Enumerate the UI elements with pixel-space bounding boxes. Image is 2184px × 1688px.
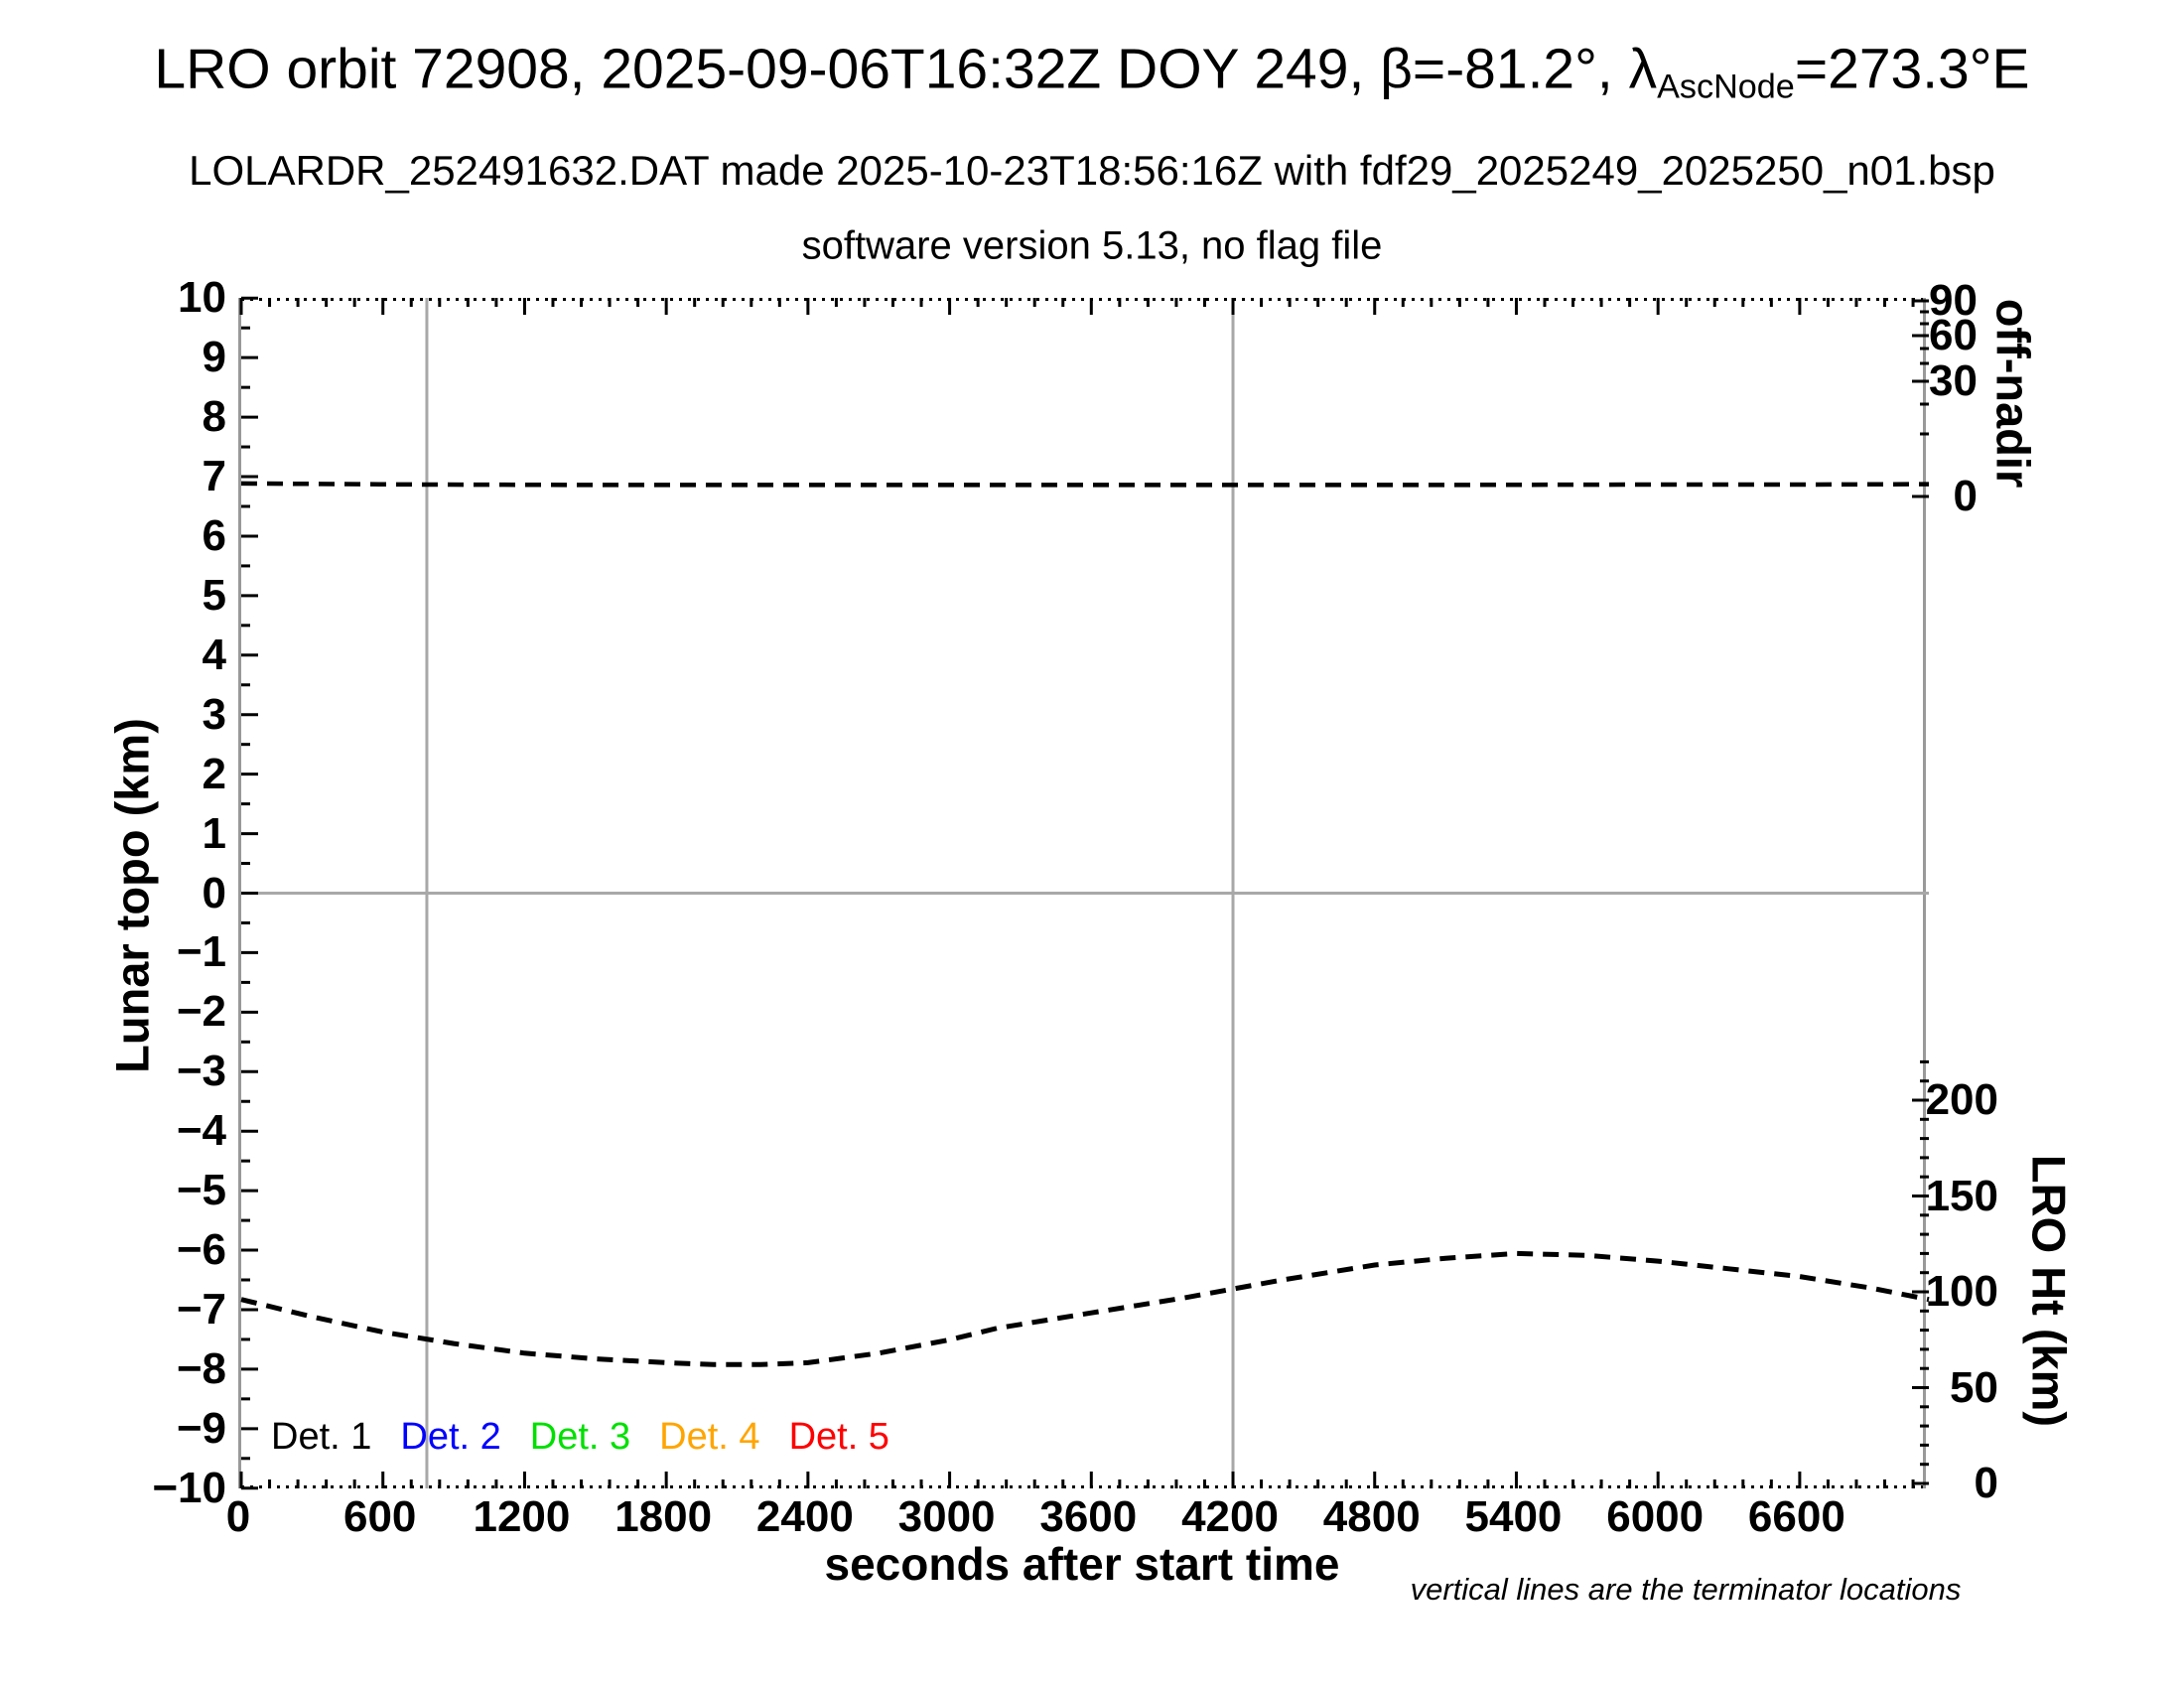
y-left-tick-label: −10 (152, 1463, 226, 1512)
x-tick-label: 0 (225, 1492, 251, 1541)
y-axis-title-off-nadir: off-nadir (1986, 298, 2040, 489)
plot-title-suffix: =273.3°E (1794, 37, 2030, 101)
legend-item: Det. 2 (400, 1416, 501, 1458)
offnadir-tick-label: 30 (1929, 356, 1978, 405)
legend-item: Det. 3 (529, 1416, 631, 1458)
y-left-tick-label: −8 (176, 1343, 226, 1393)
legend-item: Det. 4 (659, 1416, 760, 1458)
y-left-tick-label: 6 (202, 510, 226, 560)
plot-area (238, 296, 1930, 1490)
plot-subtitle: LOLARDR_252491632.DAT made 2025-10-23T18… (189, 147, 1995, 194)
y-left-tick-label: 7 (202, 452, 226, 501)
x-tick-label: 5400 (1464, 1492, 1563, 1541)
ht-tick-label: 200 (1925, 1075, 1998, 1124)
chart-svg (239, 296, 1930, 1490)
y-left-tick-label: 0 (202, 868, 226, 917)
y-left-tick-label: 8 (202, 392, 226, 442)
x-tick-label: 1200 (473, 1492, 571, 1541)
y-left-tick-label: 2 (202, 749, 226, 798)
y-left-tick-label: 10 (178, 273, 226, 323)
y-left-tick-label: −3 (176, 1047, 226, 1096)
plot-subtitle-version: software version 5.13, no flag file (801, 223, 1383, 268)
legend-item: Det. 5 (788, 1416, 889, 1458)
ht-tick-label: 150 (1925, 1171, 1998, 1220)
y-left-tick-label: −5 (176, 1166, 226, 1215)
x-tick-label: 3600 (1039, 1492, 1138, 1541)
ht-tick-label: 100 (1925, 1267, 1998, 1316)
ht-tick-label: 0 (1974, 1459, 1998, 1507)
terminator-footnote: vertical lines are the terminator locati… (1410, 1572, 1962, 1607)
plot-title-subscript: AscNode (1657, 68, 1795, 106)
off-nadir-curve (240, 481, 1930, 488)
y-left-tick-label: 4 (202, 630, 226, 679)
plot-title-prefix: LRO orbit 72908, 2025-09-06T16:32Z DOY 2… (154, 37, 1658, 101)
y-left-tick-label: −1 (176, 927, 226, 977)
legend-item: Det. 1 (271, 1416, 372, 1458)
y-left-tick-label: 5 (202, 570, 226, 620)
y-left-tick-label: −6 (176, 1225, 226, 1275)
y-left-tick-label: −2 (176, 987, 226, 1037)
plot-title: LRO orbit 72908, 2025-09-06T16:32Z DOY 2… (154, 37, 2029, 107)
offnadir-tick-label: 90 (1929, 276, 1978, 325)
x-tick-label: 600 (342, 1492, 417, 1541)
x-tick-label: 1800 (614, 1492, 713, 1541)
x-tick-label: 2400 (755, 1492, 854, 1541)
y-axis-title-lro-ht: LRO Ht (km) (2022, 1154, 2076, 1428)
y-axis-title-lunar-topo: Lunar topo (km) (105, 718, 159, 1073)
x-tick-label: 6600 (1747, 1492, 1845, 1541)
y-left-tick-label: 9 (202, 333, 226, 382)
x-axis-title: seconds after start time (824, 1538, 1340, 1590)
x-tick-label: 3000 (897, 1492, 996, 1541)
ht-tick-label: 50 (1950, 1362, 1998, 1412)
offnadir-tick-label: 60 (1929, 311, 1978, 359)
x-tick-label: 4200 (1181, 1492, 1279, 1541)
y-left-tick-label: 1 (202, 808, 226, 858)
y-left-tick-label: 3 (202, 689, 226, 739)
lro-height-curve (240, 1250, 1930, 1367)
x-tick-label: 4800 (1322, 1492, 1421, 1541)
offnadir-tick-label: 0 (1953, 472, 1978, 520)
y-left-tick-label: −7 (176, 1284, 226, 1334)
x-tick-label: 6000 (1606, 1492, 1705, 1541)
y-left-tick-label: −4 (176, 1106, 226, 1156)
y-left-tick-label: −9 (176, 1403, 226, 1453)
detector-legend: Det. 1 Det. 2 Det. 3 Det. 4 Det. 5 (271, 1415, 889, 1459)
